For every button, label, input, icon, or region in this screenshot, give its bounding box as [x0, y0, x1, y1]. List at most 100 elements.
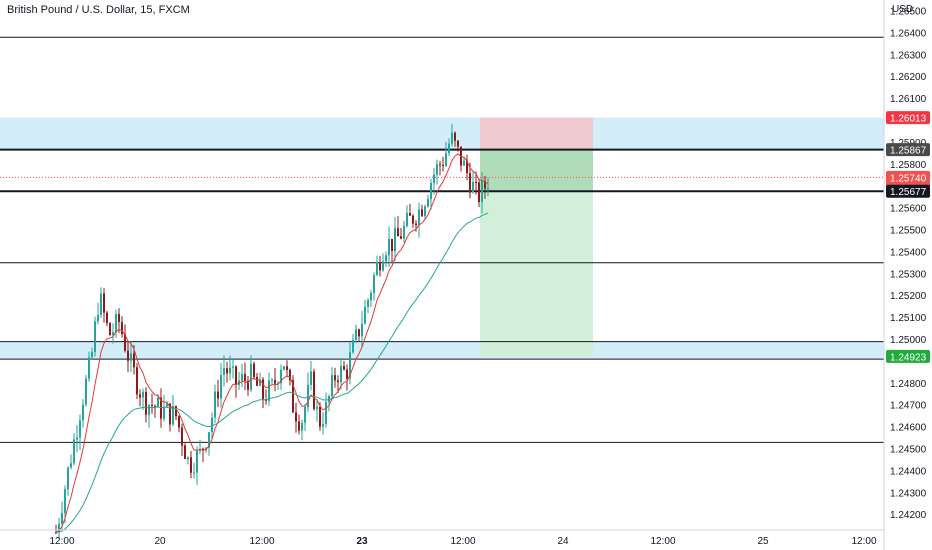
candle-body: [466, 160, 468, 174]
candle-body: [163, 406, 165, 419]
candle-body: [385, 255, 387, 262]
price-axis-label: 1.24800: [890, 379, 927, 390]
candle-body: [124, 334, 126, 351]
candle-body: [181, 427, 183, 446]
candle-body: [454, 132, 456, 141]
candlestick-series: [55, 123, 489, 540]
candle-body: [469, 173, 471, 193]
candle-body: [379, 262, 381, 271]
candle-body: [190, 457, 192, 473]
candle-body: [193, 472, 195, 474]
candle-body: [100, 293, 102, 315]
candle-body: [331, 375, 333, 397]
candle-body: [298, 421, 300, 431]
candle-body: [388, 238, 390, 256]
candle-body: [361, 323, 363, 337]
candle-body: [430, 182, 432, 200]
candle-body: [115, 313, 117, 333]
candle-body: [184, 445, 186, 460]
zone-1[interactable]: [0, 117, 884, 150]
candle-body: [304, 407, 306, 423]
candle-body: [301, 422, 303, 431]
price-axis-label: 1.25100: [890, 313, 927, 324]
candle-body: [292, 380, 294, 413]
candle-body: [112, 332, 114, 336]
target-price-tag: [886, 349, 930, 363]
candle-body: [223, 368, 225, 375]
candle-body: [94, 321, 96, 352]
candle-body: [268, 380, 270, 401]
candle-body: [283, 366, 285, 370]
time-axis-label: 24: [557, 536, 569, 547]
candle-body: [151, 404, 153, 407]
candle-body: [280, 369, 282, 384]
candle-body: [370, 293, 372, 301]
currency-label: USD: [892, 4, 913, 15]
candle-body: [226, 368, 228, 374]
candle-body: [334, 375, 336, 381]
ema-fast-line: [55, 153, 489, 533]
price-axis-label: 1.25000: [890, 335, 927, 346]
time-axis-label: 25: [757, 536, 769, 547]
current-price-text: 1.25740: [890, 173, 927, 184]
candle-body: [208, 432, 210, 448]
candle-body: [160, 397, 162, 419]
candle-body: [367, 300, 369, 307]
ema-slow-line: [55, 212, 489, 533]
candle-body: [418, 209, 420, 226]
candle-body: [403, 225, 405, 239]
candle-body: [55, 532, 57, 534]
price-axis-label: 1.24500: [890, 444, 927, 455]
price-axis-label: 1.24200: [890, 510, 927, 521]
candle-body: [88, 357, 90, 379]
candle-body: [310, 371, 312, 385]
zone-2[interactable]: [0, 341, 884, 360]
candle-body: [250, 363, 252, 390]
candle-body: [445, 153, 447, 166]
candle-body: [391, 238, 393, 252]
candle-body: [364, 306, 366, 324]
candle-body: [127, 350, 129, 361]
candle-body: [175, 406, 177, 417]
time-axis[interactable]: 12:00 20 12:00 23 12:00 24 12:00 25 12:00: [49, 536, 876, 547]
candle-body: [316, 406, 318, 409]
candle-body: [256, 376, 258, 386]
candle-body: [394, 228, 396, 252]
candle-body: [427, 199, 429, 207]
profit-progress-zone: [480, 149, 593, 192]
candle-body: [400, 236, 402, 239]
candle-body: [118, 313, 120, 323]
candle-body: [325, 401, 327, 425]
candle-body: [463, 160, 465, 166]
candle-body: [340, 365, 342, 383]
candle-body: [103, 293, 105, 313]
candle-body: [478, 182, 480, 203]
candle-body: [76, 437, 78, 440]
candle-body: [58, 523, 60, 533]
candle-body: [229, 367, 231, 374]
candle-body: [196, 450, 198, 473]
stop-price-text: 1.26013: [890, 114, 927, 125]
candle-body: [211, 417, 213, 433]
price-axis-label: 1.25600: [890, 204, 927, 215]
price-axis-label: 1.26200: [890, 72, 927, 83]
candle-body: [217, 391, 219, 399]
candle-body: [397, 228, 399, 237]
candle-body: [286, 366, 288, 370]
candle-body: [382, 261, 384, 271]
candle-body: [79, 420, 81, 438]
candle-body: [313, 371, 315, 409]
candle-body: [415, 223, 417, 226]
candle-body: [82, 404, 84, 421]
candle-body: [139, 394, 141, 398]
symbol-title[interactable]: British Pound / U.S. Dollar, 15, FXCM: [7, 4, 190, 16]
candle-body: [346, 369, 348, 379]
candle-body: [439, 164, 441, 166]
candle-body: [409, 213, 411, 216]
take-profit-zone[interactable]: [480, 191, 593, 357]
candle-body: [412, 215, 414, 224]
time-axis-label: 12:00: [49, 536, 74, 547]
candle-body: [352, 339, 354, 353]
